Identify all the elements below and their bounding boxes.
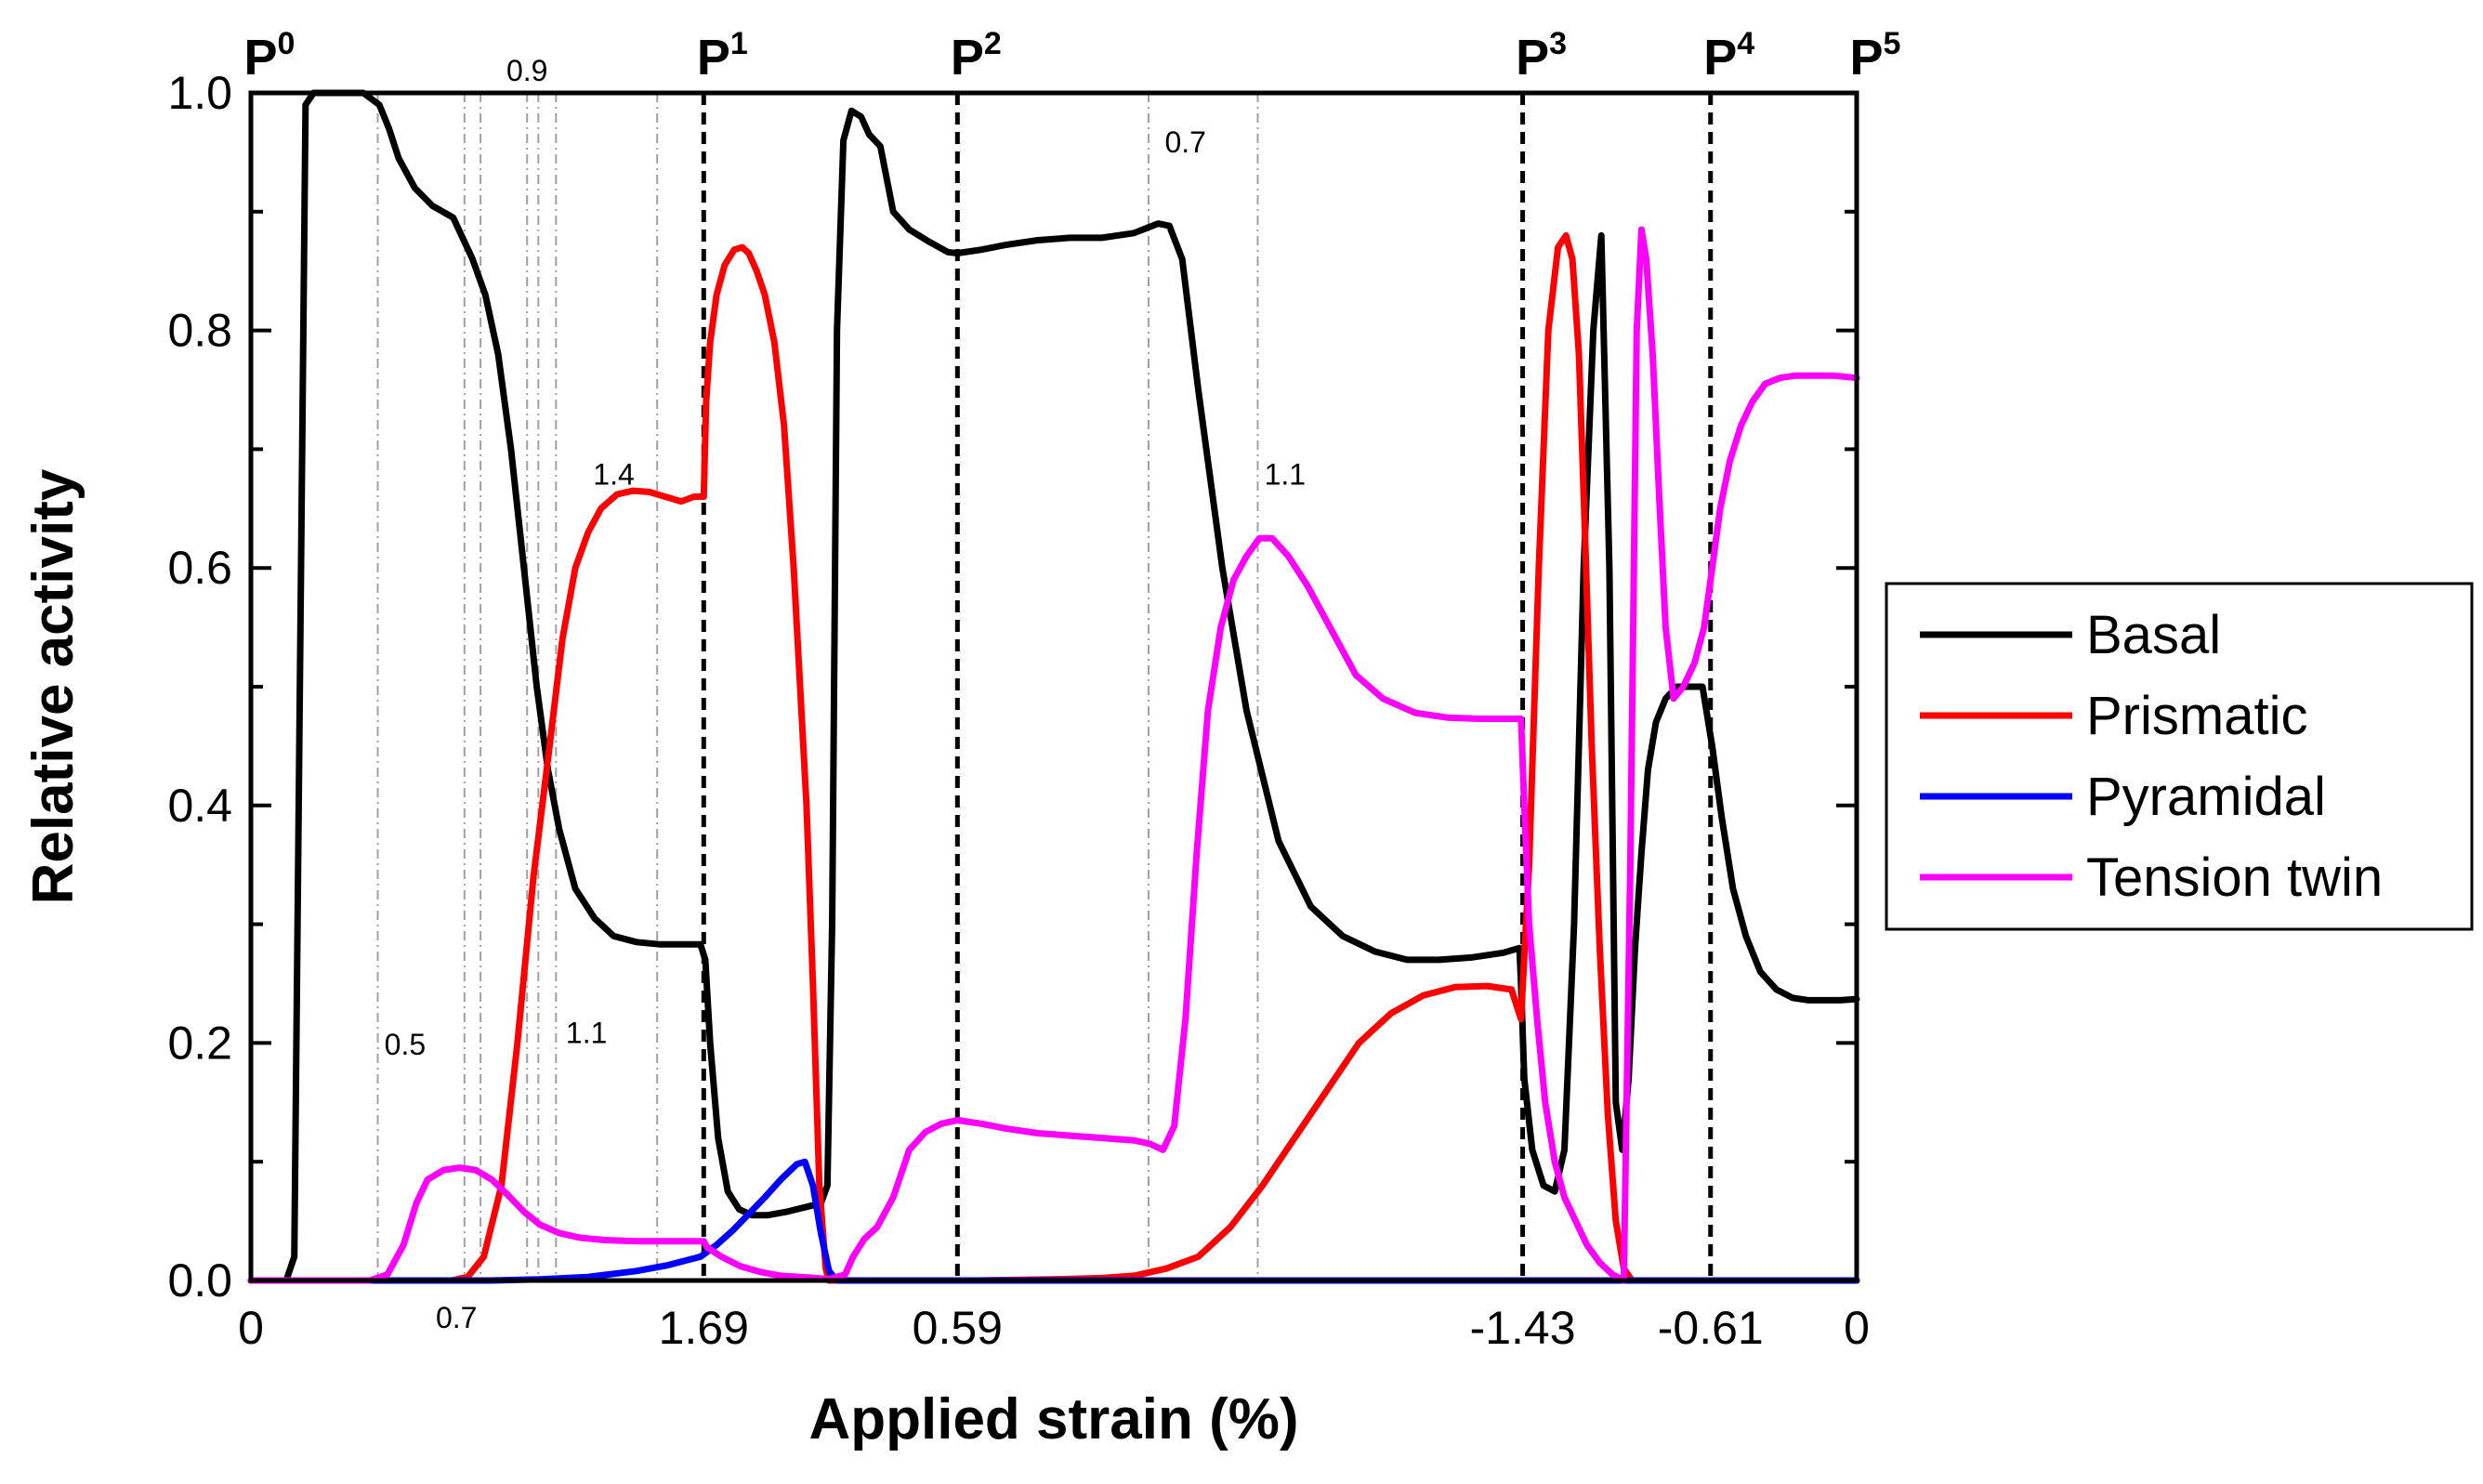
x-tick-label: 1.69 bbox=[659, 1302, 749, 1354]
x-tick-label: 0 bbox=[1844, 1302, 1870, 1354]
phase-label-base: P bbox=[1516, 30, 1549, 85]
phase-lines bbox=[701, 93, 1714, 1280]
phase-label-p0: P0 bbox=[244, 26, 296, 85]
phase-label-sup: 3 bbox=[1549, 26, 1567, 61]
x-tick-label: 0.59 bbox=[913, 1302, 1003, 1354]
annotation-label: 1.1 bbox=[566, 1016, 607, 1049]
phase-label-sup: 0 bbox=[278, 26, 296, 61]
annotation-label: 0.7 bbox=[436, 1301, 477, 1334]
legend-label: Prismatic bbox=[2086, 686, 2307, 746]
y-tick-label: 1.0 bbox=[167, 67, 232, 119]
phase-label-p2: P2 bbox=[951, 26, 1002, 85]
phase-label-base: P bbox=[951, 30, 984, 85]
y-tick-label: 0.8 bbox=[167, 305, 232, 357]
phase-label-base: P bbox=[244, 30, 278, 85]
x-tick-label: -0.61 bbox=[1658, 1302, 1764, 1354]
annotations: 0.5 0.7 0.9 1.1 1.4 0.7 1.1 bbox=[385, 54, 1306, 1334]
x-axis: 0 1.69 0.59 -1.43 -0.61 0 bbox=[238, 1302, 1870, 1354]
annotation-label: 0.7 bbox=[1164, 125, 1205, 159]
phase-label-p3: P3 bbox=[1516, 26, 1567, 85]
phase-label-p1: P1 bbox=[697, 26, 748, 85]
phase-label-base: P bbox=[1703, 30, 1737, 85]
legend: Basal Prismatic Pyramidal Tension twin bbox=[1885, 582, 2474, 931]
phase-label-sup: 1 bbox=[730, 26, 748, 61]
phase-label-base: P bbox=[1850, 30, 1884, 85]
series-lines bbox=[247, 89, 1860, 1284]
annotation-label: 0.9 bbox=[506, 54, 547, 87]
phase-label-sup: 5 bbox=[1884, 26, 1901, 61]
y-tick-label: 0.4 bbox=[167, 780, 232, 832]
phase-label-sup: 2 bbox=[984, 26, 1002, 61]
legend-label: Pyramidal bbox=[2086, 767, 2326, 827]
series-basal bbox=[247, 89, 1860, 1284]
legend-box bbox=[1885, 582, 2474, 931]
x-tick-label: 0 bbox=[238, 1302, 264, 1354]
phase-label-base: P bbox=[697, 30, 730, 85]
phase-labels: P0 P1 P2 P3 P4 P5 bbox=[244, 26, 1901, 85]
annotation-label: 1.4 bbox=[593, 458, 634, 492]
y-tick-label: 0.2 bbox=[167, 1017, 232, 1069]
legend-label: Tension twin bbox=[2086, 847, 2383, 908]
x-axis-title: Applied strain (%) bbox=[808, 1387, 1298, 1451]
phase-label-sup: 4 bbox=[1737, 26, 1754, 61]
x-tick-label: -1.43 bbox=[1470, 1302, 1576, 1354]
y-tick-label: 0.6 bbox=[167, 542, 232, 594]
y-tick-label: 0.0 bbox=[167, 1254, 232, 1307]
legend-label: Basal bbox=[2086, 605, 2221, 665]
phase-label-p4: P4 bbox=[1703, 26, 1754, 85]
y-axis-title: Relative activity bbox=[21, 468, 85, 904]
annotation-label: 0.5 bbox=[385, 1028, 426, 1061]
y-axis: 0.0 0.2 0.4 0.6 0.8 1.0 bbox=[167, 67, 1857, 1307]
series-tension-twin bbox=[247, 226, 1860, 1284]
phase-label-p5: P5 bbox=[1850, 26, 1901, 85]
annotation-label: 1.1 bbox=[1265, 458, 1306, 492]
